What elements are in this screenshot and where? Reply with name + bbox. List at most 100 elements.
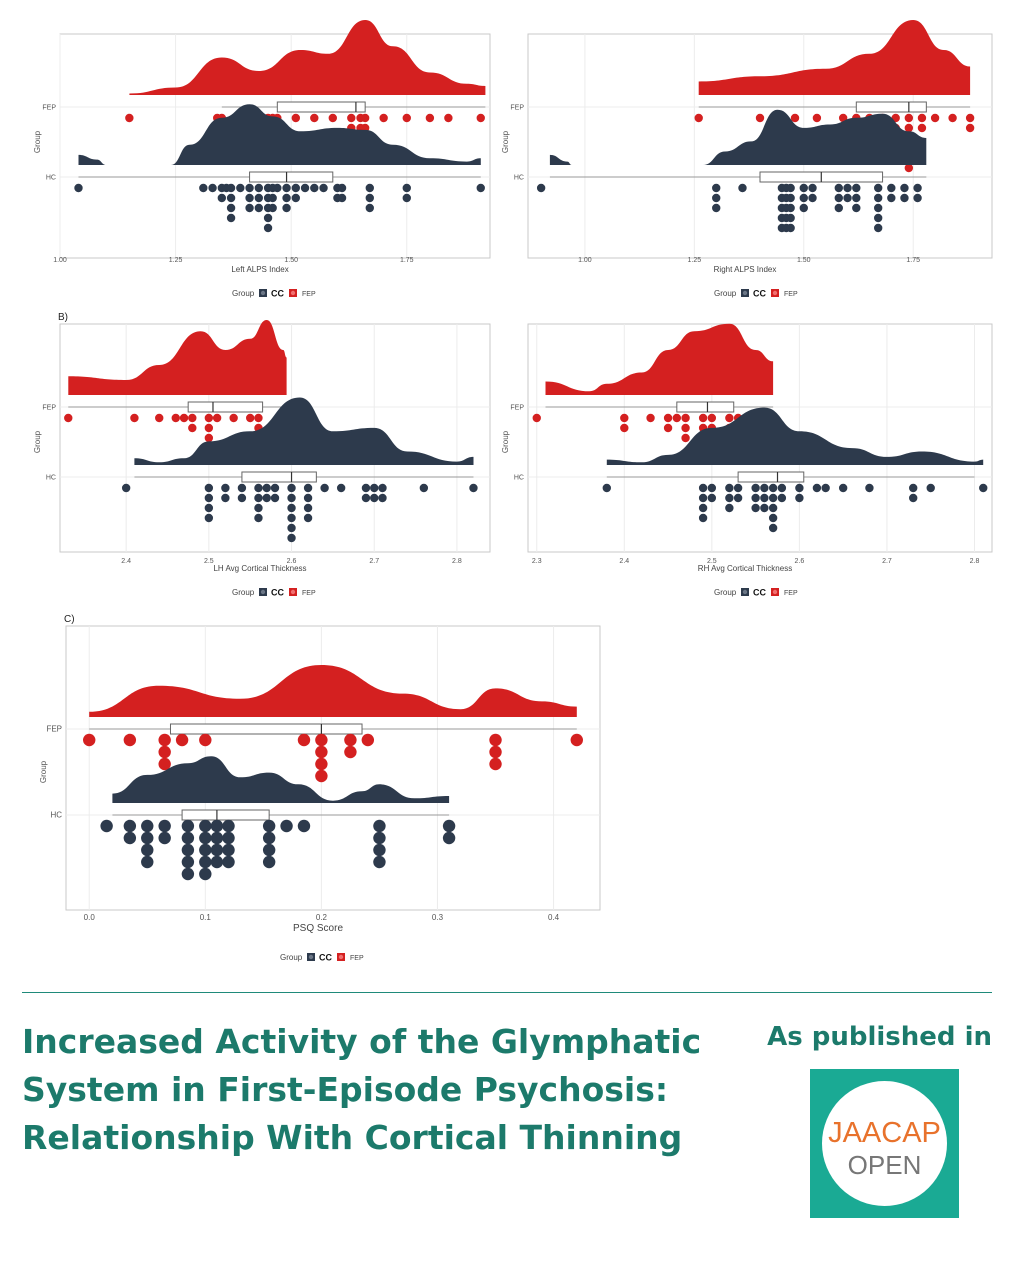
data-point-fep (694, 113, 703, 123)
x-tick-label: 2.6 (795, 558, 805, 565)
legend: Group CC FEP (714, 289, 798, 299)
legend-label-cc: CC (753, 588, 766, 598)
data-point-hc (873, 213, 883, 223)
chart-panel-3: B) Group FEP HC 2.4 2.5 2.6 2.7 2.8 LH Avg Cortic… (33, 312, 491, 598)
data-point-fep (663, 413, 673, 423)
group-tick-label-hc: HC (46, 475, 56, 482)
data-point-hc (768, 483, 778, 493)
density-cloud-hc (549, 109, 927, 177)
density-cloud-fep (698, 20, 971, 107)
data-point-fep (620, 423, 629, 433)
data-point-hc (123, 819, 137, 833)
data-point-fep (681, 423, 690, 433)
data-point-hc (210, 831, 224, 845)
data-point-hc (310, 183, 319, 193)
data-point-fep (344, 745, 357, 759)
data-point-hc (760, 483, 769, 493)
data-point-fep (838, 113, 848, 123)
legend: Group CC FEP (232, 588, 316, 598)
legend: Group CC FEP (232, 289, 316, 299)
data-point-hc (287, 523, 296, 533)
data-point-hc (222, 819, 235, 833)
data-point-hc (263, 223, 273, 233)
data-point-hc (777, 483, 787, 493)
data-point-hc (222, 831, 235, 845)
title-line-2: System in First-Episode Psychosis: (22, 1070, 669, 1109)
data-point-fep (188, 423, 197, 433)
box-fep (855, 101, 927, 113)
data-point-hc (254, 493, 263, 503)
data-point-hc (373, 843, 386, 857)
data-point-hc (786, 193, 795, 203)
data-point-hc (834, 183, 843, 193)
data-point-hc (852, 203, 861, 213)
data-point-hc (319, 183, 328, 193)
data-point-fep (698, 413, 708, 423)
data-point-hc (795, 483, 804, 493)
data-point-hc (698, 483, 708, 493)
data-point-hc (158, 831, 171, 845)
data-point-hc (262, 493, 271, 503)
data-point-hc (707, 493, 717, 503)
x-tick-label: 1.25 (688, 257, 702, 264)
legend-title: Group (714, 289, 737, 298)
group-tick-label-hc: HC (50, 811, 62, 820)
data-point-fep (328, 113, 337, 123)
data-point-hc (245, 203, 254, 213)
data-point-hc (873, 193, 883, 203)
box-fep (187, 401, 264, 413)
data-point-hc (808, 183, 817, 193)
x-axis-label: PSQ Score (293, 923, 343, 934)
data-point-hc (181, 867, 195, 881)
data-point-hc (303, 493, 313, 503)
data-point-hc (199, 831, 212, 845)
data-point-hc (297, 819, 311, 833)
data-point-hc (270, 483, 280, 493)
x-tick-label: 2.7 (369, 558, 379, 565)
data-point-hc (300, 183, 310, 193)
data-point-fep (158, 757, 171, 771)
data-point-fep (158, 733, 171, 747)
data-point-hc (795, 493, 804, 503)
data-point-fep (812, 113, 822, 123)
x-tick-label: 2.4 (121, 558, 131, 565)
data-point-fep (125, 113, 134, 123)
data-point-hc (221, 493, 230, 503)
legend-label-fep: FEP (784, 291, 798, 298)
data-point-fep (360, 113, 370, 123)
data-point-fep (175, 733, 189, 747)
data-point-hc (262, 855, 276, 869)
data-point-hc (287, 483, 296, 493)
x-tick-label: 1.00 (578, 257, 592, 264)
x-axis-label: RH Avg Cortical Thickness (698, 564, 792, 573)
data-point-fep (532, 413, 541, 423)
data-point-fep (254, 413, 263, 423)
data-point-fep (379, 113, 388, 123)
data-point-fep (245, 413, 255, 423)
panel-label: B) (58, 312, 68, 323)
data-point-hc (226, 183, 236, 193)
chart-panel-4: Group FEP HC 2.3 2.4 2.5 2.6 2.7 2.8 RH Avg Corti… (501, 323, 993, 598)
x-tick-label: 0.3 (432, 913, 444, 922)
data-point-hc (245, 183, 254, 193)
x-tick-label: 0.4 (548, 913, 560, 922)
data-point-fep (707, 413, 717, 423)
data-point-hc (282, 193, 291, 203)
data-point-hc (698, 513, 708, 523)
data-point-hc (262, 819, 276, 833)
data-point-hc (204, 493, 214, 503)
data-point-fep (315, 757, 328, 771)
data-point-fep (361, 733, 375, 747)
data-point-hc (123, 831, 137, 845)
data-point-hc (245, 193, 254, 203)
data-point-hc (254, 183, 264, 193)
legend-title: Group (714, 588, 737, 597)
legend-dot-cc (742, 589, 748, 595)
data-point-fep (344, 733, 357, 747)
data-point-hc (733, 483, 743, 493)
data-point-fep (672, 413, 682, 423)
x-tick-label: 2.8 (970, 558, 980, 565)
data-point-fep (904, 123, 914, 133)
data-point-hc (287, 513, 296, 523)
data-point-fep (212, 413, 222, 423)
